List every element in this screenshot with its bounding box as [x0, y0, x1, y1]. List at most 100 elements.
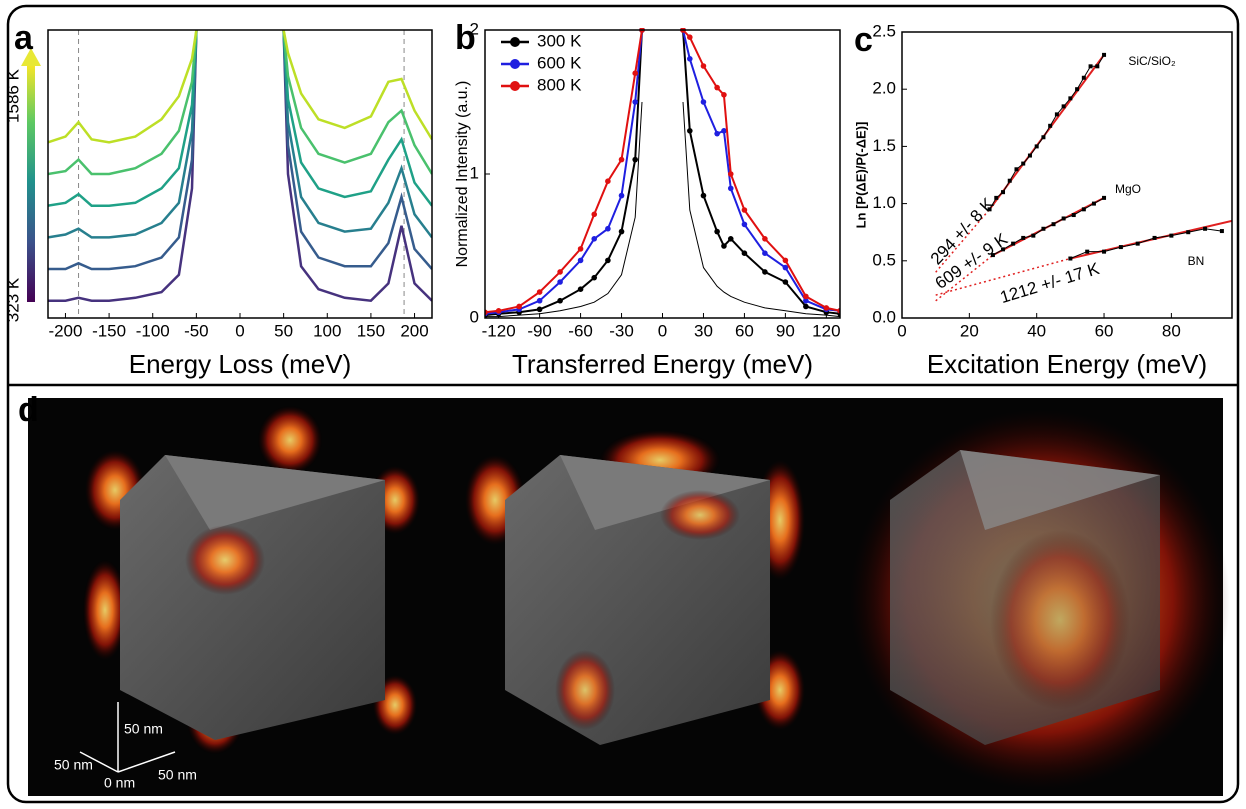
legend-marker	[510, 59, 520, 69]
marker	[782, 279, 789, 285]
series-label: MgO	[1115, 182, 1141, 196]
marker	[632, 70, 638, 76]
panel: c 0 20 40 60 80 0.0 0.5 1.0 1.5 2.0 2.5 Excitation E…	[853, 21, 1233, 379]
x-tick-label: -150	[92, 321, 126, 340]
marker	[591, 211, 598, 218]
x-tick-label: 120	[812, 321, 840, 340]
fit-extension	[935, 254, 994, 302]
glow	[83, 560, 127, 660]
y-tick-label: 1.5	[872, 136, 896, 155]
line	[48, 29, 432, 303]
y-tick-label: 0.5	[872, 250, 896, 269]
point	[990, 253, 995, 258]
x-tick-label: -30	[609, 321, 634, 340]
point	[1014, 167, 1019, 172]
marker	[618, 156, 625, 163]
marker	[714, 84, 720, 91]
point	[994, 195, 999, 200]
y-tick-label: 1.0	[872, 193, 896, 212]
marker	[591, 274, 598, 281]
glow	[258, 406, 322, 474]
plot-area	[485, 28, 840, 318]
x-tick-label: -50	[184, 321, 209, 340]
point	[1088, 64, 1093, 69]
point	[1203, 226, 1208, 231]
x-tick-label: 100	[313, 321, 341, 340]
x-tick-label: 60	[1095, 321, 1114, 340]
plot-frame	[47, 29, 433, 319]
x-tick-label: -90	[527, 321, 552, 340]
x-tick-label: 30	[694, 321, 713, 340]
x-tick-label: 150	[357, 321, 385, 340]
marker	[762, 269, 768, 275]
line	[48, 29, 432, 239]
series-label: BN	[1188, 254, 1205, 268]
legend-marker	[510, 37, 520, 47]
colorbar	[27, 62, 35, 302]
line	[485, 29, 840, 317]
marker	[605, 257, 611, 264]
point	[1001, 247, 1006, 252]
marker	[782, 264, 789, 271]
point	[1095, 64, 1100, 69]
point	[1011, 241, 1016, 246]
annotation: 1212 +/- 17 K	[998, 259, 1102, 307]
cube-top	[560, 455, 770, 530]
point	[1186, 230, 1191, 235]
x-axis-label: Energy Loss (meV)	[129, 349, 352, 379]
y-tick-label: 1	[470, 163, 479, 182]
point	[1054, 112, 1059, 117]
glow	[555, 650, 615, 730]
x-tick-label: -200	[48, 321, 82, 340]
glow	[990, 530, 1130, 710]
point	[1061, 216, 1066, 221]
x-tick-label: -100	[136, 321, 170, 340]
marker	[762, 250, 768, 256]
line	[48, 29, 432, 207]
colorbar-arrow	[21, 48, 41, 66]
point	[1075, 87, 1080, 92]
point	[987, 207, 992, 212]
marker	[536, 306, 543, 313]
marker	[557, 269, 563, 275]
line	[48, 29, 432, 144]
marker	[700, 63, 707, 69]
point	[1041, 226, 1046, 231]
marker	[632, 156, 638, 163]
plot-area	[935, 52, 1232, 302]
marker	[714, 228, 720, 235]
plot-area	[48, 29, 432, 303]
cube-top	[165, 455, 385, 530]
marker	[803, 297, 809, 304]
marker	[605, 225, 611, 232]
marker	[516, 303, 522, 310]
legend-label: 800 K	[537, 75, 582, 94]
point	[1085, 249, 1090, 254]
series-label: SiC/SiO₂	[1128, 54, 1176, 68]
line	[48, 29, 432, 271]
point	[1041, 135, 1046, 140]
marker	[618, 228, 625, 235]
point	[1034, 144, 1039, 149]
x-tick-label: 0	[897, 321, 906, 340]
marker	[557, 297, 563, 304]
marker	[762, 236, 768, 242]
x-axis-label: Transferred Energy (meV)	[512, 349, 813, 379]
point	[1071, 213, 1076, 218]
y-tick-label: 2.0	[872, 79, 896, 98]
point	[1061, 104, 1066, 109]
marker	[741, 207, 748, 213]
marker	[618, 192, 625, 199]
line	[485, 29, 840, 315]
y-tick-label: 2.5	[872, 21, 896, 40]
point	[1102, 249, 1107, 254]
x-tick-label: 0	[235, 321, 244, 340]
plot-frame	[901, 31, 1233, 319]
marker	[632, 99, 638, 105]
marker	[591, 236, 598, 242]
marker	[687, 56, 693, 62]
fit-extension	[935, 208, 991, 273]
x-tick-label: 40	[1027, 321, 1046, 340]
x-axis-label: Excitation Energy (meV)	[927, 349, 1207, 379]
panel-d-image: 50 nm 50 nm 50 nm 0 nm	[28, 398, 1230, 796]
